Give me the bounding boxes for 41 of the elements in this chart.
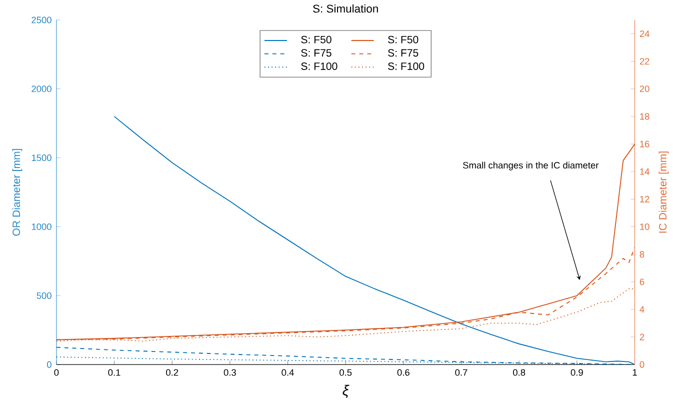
y2-axis-title: IC Diameter [mm]	[658, 152, 669, 233]
x-tick-label: 0	[54, 369, 59, 376]
y-tick-label: 1500	[32, 154, 52, 161]
legend-label: S: F100	[388, 62, 424, 70]
legend-label: S: F100	[301, 62, 338, 70]
y2-tick-label: 22	[640, 58, 650, 64]
x-tick-label: 0.7	[455, 369, 468, 376]
x-tick-label: 0.3	[224, 369, 236, 376]
y-axis-title: OR Diameter [mm]	[12, 148, 22, 236]
y2-tick-label: 16	[640, 140, 650, 148]
x-tick-label: 0.5	[340, 369, 352, 376]
legend-label: S: F50	[301, 36, 332, 44]
y2-tick-label: 2	[640, 334, 644, 340]
y2-tick-label: 0	[640, 361, 644, 368]
x-tick-label: 0.6	[397, 369, 410, 376]
y2-tick-label: 24	[640, 30, 650, 37]
x-tick-label: 0.9	[570, 369, 583, 376]
x-tick-label: 1	[632, 369, 637, 376]
x-tick-label: 0.2	[166, 369, 178, 376]
legend-label: S: F75	[301, 49, 332, 57]
x-tick-label: 0.8	[513, 369, 526, 376]
y-tick-label: 500	[36, 292, 52, 299]
y-tick-label: 2000	[32, 86, 52, 92]
y2-tick-label: 12	[640, 196, 650, 202]
y2-tick-label: 4	[640, 306, 644, 313]
annotation: Small changes in the IC diameter	[463, 162, 599, 170]
y2-tick-label: 18	[640, 113, 650, 120]
x-tick-label: 0.4	[282, 369, 294, 376]
x-axis-title: ξ	[342, 384, 350, 398]
x-tick-label: 0.1	[108, 369, 120, 376]
y2-tick-label: 20	[640, 86, 650, 92]
chart-title: S: Simulation	[313, 4, 378, 13]
y2-tick-label: 8	[640, 250, 644, 258]
y-tick-label: 1000	[32, 223, 52, 230]
legend-label: S: F75	[388, 49, 418, 57]
y2-tick-label: 10	[640, 223, 650, 230]
y2-tick-label: 6	[640, 278, 644, 286]
y-tick-label: 2500	[32, 16, 52, 24]
y-tick-label: 0	[46, 361, 52, 368]
legend-label: S: F50	[388, 36, 418, 44]
y2-tick-label: 14	[640, 168, 650, 175]
